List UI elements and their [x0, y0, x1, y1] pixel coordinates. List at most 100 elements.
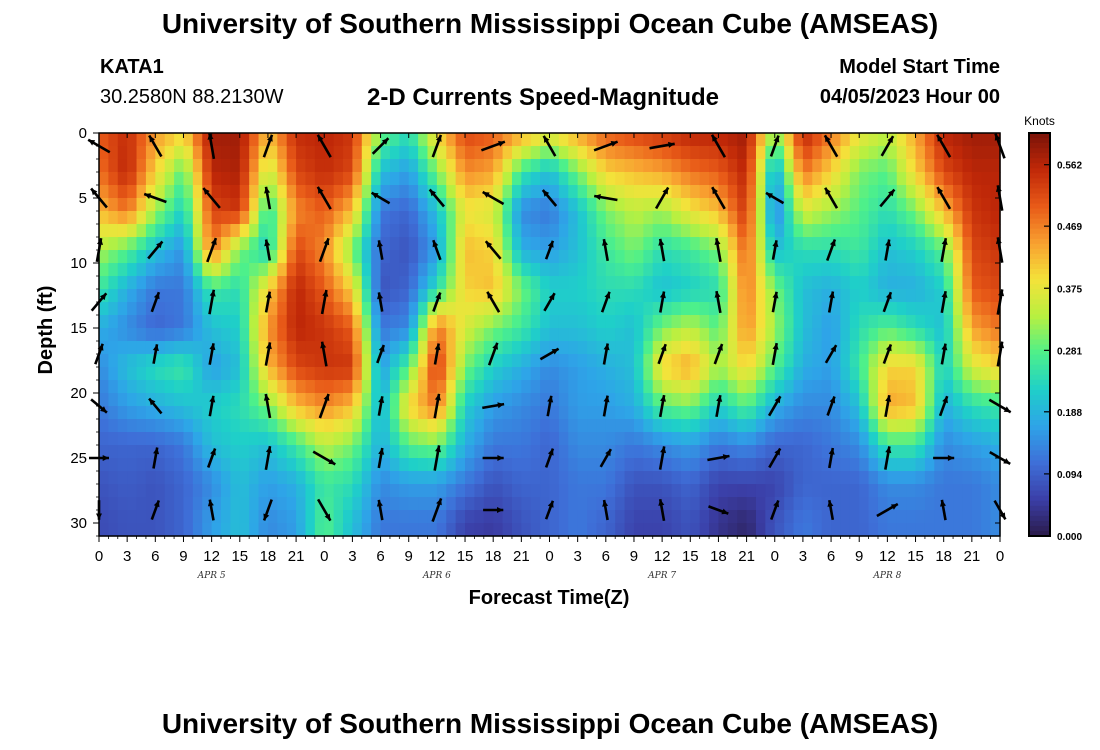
colorbar-segment [1029, 193, 1050, 200]
heatmap-cell [455, 380, 466, 394]
heatmap-cell [333, 471, 344, 485]
heatmap-cell [924, 510, 935, 524]
heatmap-cell [887, 393, 898, 407]
heatmap-cell [662, 406, 673, 420]
heatmap-cell [127, 432, 138, 446]
heatmap-cell [446, 289, 457, 303]
heatmap-cell [136, 471, 147, 485]
heatmap-cell [765, 185, 776, 199]
heatmap-cell [962, 432, 973, 446]
heatmap-cell [587, 159, 598, 173]
heatmap-cell [915, 328, 926, 342]
heatmap-cell [258, 497, 269, 511]
heatmap-cell [587, 289, 598, 303]
heatmap-cell [981, 523, 992, 537]
heatmap-cell [755, 484, 766, 498]
heatmap-cell [802, 198, 813, 212]
x-tick-label: 0 [771, 548, 779, 565]
heatmap-cell [924, 458, 935, 472]
heatmap-cell [389, 458, 400, 472]
heatmap-cell [314, 458, 325, 472]
heatmap-cell [633, 445, 644, 459]
heatmap-cell [399, 419, 410, 433]
heatmap-cell [211, 289, 222, 303]
heatmap-cell [849, 484, 860, 498]
heatmap-cell [793, 185, 804, 199]
heatmap-cell [849, 276, 860, 290]
heatmap-cell [455, 458, 466, 472]
heatmap-cell [521, 523, 532, 537]
heatmap-cell [221, 237, 231, 251]
heatmap-cell [568, 328, 579, 342]
current-vector-head [100, 406, 107, 413]
heatmap-cell [671, 237, 682, 251]
heatmap-cell [343, 146, 354, 160]
heatmap-cell [699, 172, 710, 186]
heatmap-cell [352, 471, 363, 485]
colorbar-segment [1029, 455, 1050, 462]
heatmap-cell [258, 224, 269, 238]
heatmap-cell [690, 276, 701, 290]
heatmap-cell [877, 172, 888, 186]
heatmap-cell [859, 250, 870, 264]
current-vector-head [376, 499, 383, 507]
heatmap-cell [690, 263, 701, 277]
heatmap-cell [427, 471, 438, 485]
heatmap-cell [849, 237, 860, 251]
heatmap-cell [183, 250, 194, 264]
heatmap-cell [699, 263, 710, 277]
heatmap-cell [840, 497, 851, 511]
heatmap-cell [549, 315, 560, 329]
heatmap-cell [136, 276, 147, 290]
heatmap-cell [174, 302, 185, 316]
heatmap-cell [943, 497, 954, 511]
heatmap-cell [568, 302, 579, 316]
heatmap-cell [840, 276, 851, 290]
heatmap-cell [793, 458, 804, 472]
heatmap-cell [549, 458, 560, 472]
heatmap-cell [802, 471, 813, 485]
heatmap-cell [680, 146, 691, 160]
heatmap-cell [812, 484, 823, 498]
heatmap-cell [511, 393, 522, 407]
heatmap-cell [671, 289, 682, 303]
heatmap-cell [812, 133, 823, 147]
heatmap-cell [399, 159, 410, 173]
heatmap-cell [690, 367, 701, 381]
heatmap-cell [352, 237, 363, 251]
heatmap-cell [953, 523, 964, 537]
heatmap-cell [333, 484, 344, 498]
heatmap-cell [230, 341, 241, 355]
heatmap-cell [934, 380, 945, 394]
heatmap-cell [746, 432, 757, 446]
heatmap-cell [577, 354, 588, 368]
heatmap-cell [765, 419, 776, 433]
heatmap-cell [136, 224, 147, 238]
heatmap-cell [802, 302, 813, 316]
heatmap-cell [277, 185, 288, 199]
heatmap-cell [136, 185, 147, 199]
heatmap-cell [305, 159, 316, 173]
heatmap-cell [155, 497, 166, 511]
heatmap-cell [361, 159, 372, 173]
heatmap-cell [352, 185, 363, 199]
heatmap-cell [239, 471, 250, 485]
heatmap-cell [765, 510, 776, 524]
heatmap-cell [953, 237, 964, 251]
heatmap-cell [108, 146, 119, 160]
heatmap-cell [202, 497, 213, 511]
heatmap-cell [127, 458, 138, 472]
heatmap-cell [446, 419, 457, 433]
heatmap-cell [953, 224, 964, 238]
heatmap-cell [493, 328, 504, 342]
heatmap-cell [953, 302, 964, 316]
heatmap-cell [981, 315, 992, 329]
heatmap-cell [924, 523, 935, 537]
heatmap-cell [877, 289, 888, 303]
heatmap-cell [164, 458, 175, 472]
heatmap-cell [662, 133, 673, 147]
heatmap-cell [258, 341, 269, 355]
heatmap-cell [971, 367, 982, 381]
heatmap-cell [164, 276, 175, 290]
heatmap-cell [436, 523, 447, 537]
